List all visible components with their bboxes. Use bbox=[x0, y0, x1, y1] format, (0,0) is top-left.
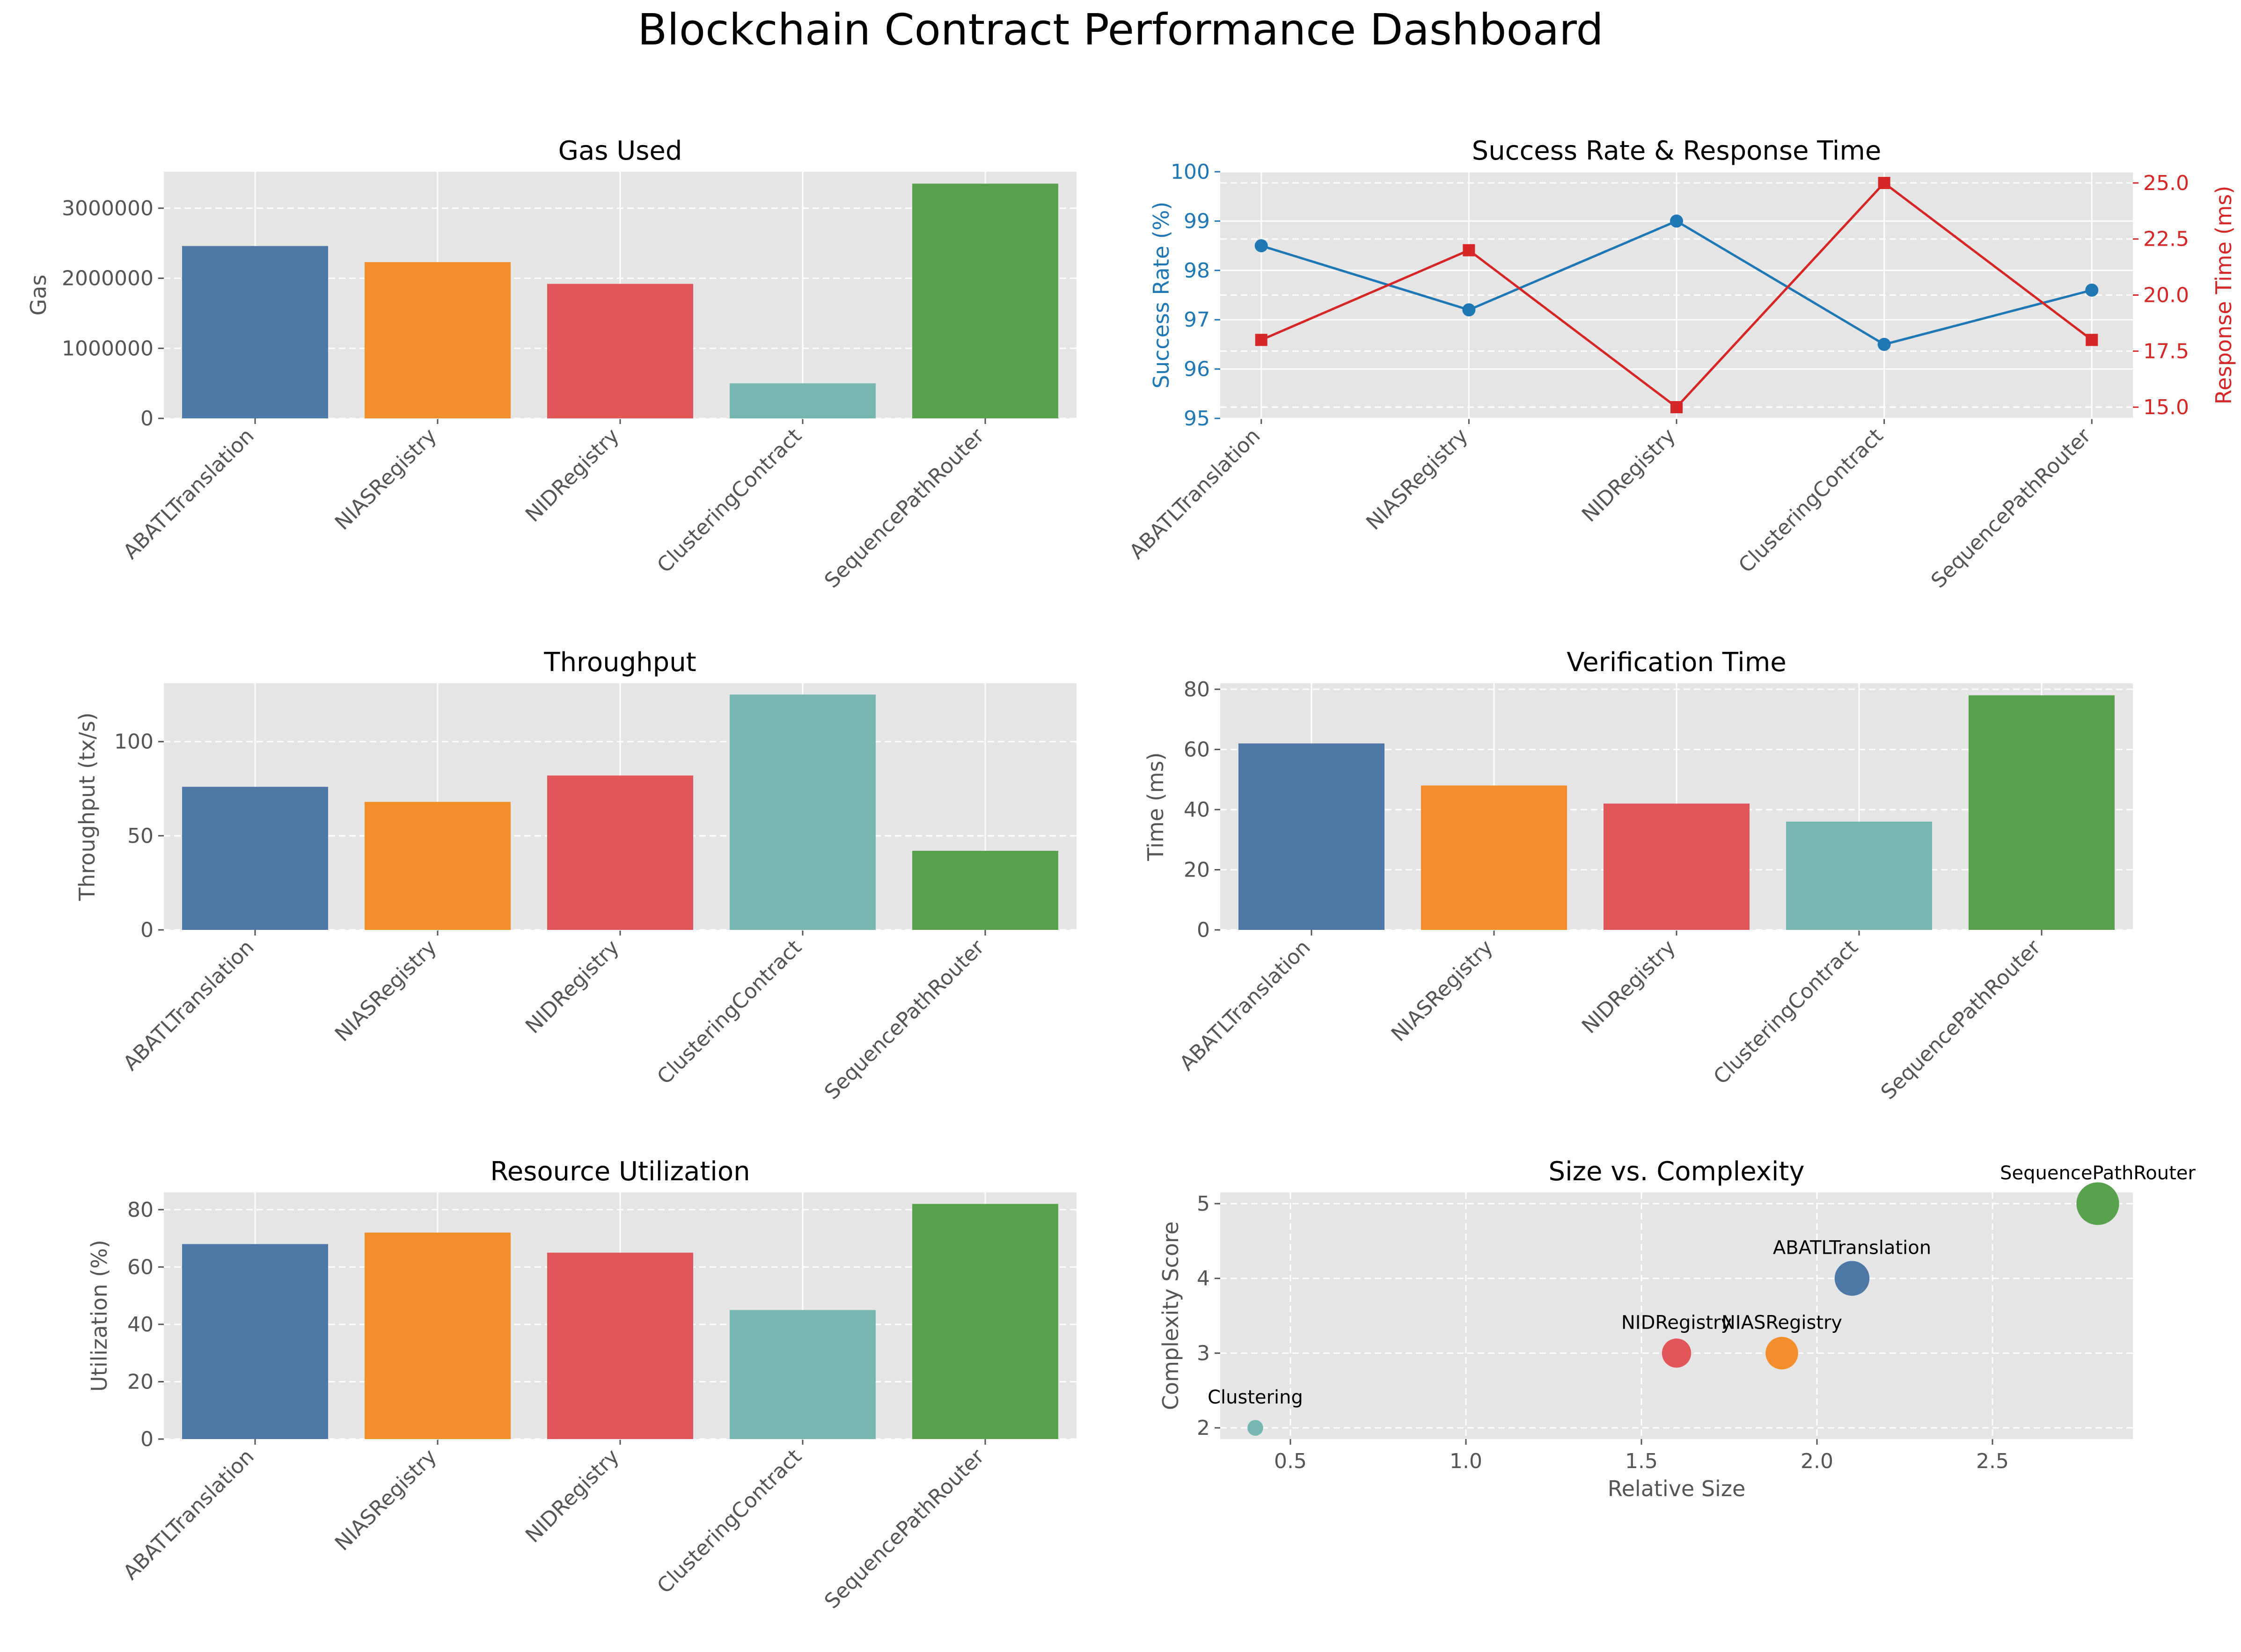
y-tick-label: 95 bbox=[1184, 407, 1210, 431]
bar bbox=[182, 787, 328, 930]
bar bbox=[1421, 785, 1567, 930]
dashboard-title: Blockchain Contract Performance Dashboar… bbox=[637, 5, 1604, 55]
y-tick-label: 40 bbox=[1184, 798, 1210, 822]
y-axis-label: Throughput (tx/s) bbox=[74, 712, 100, 901]
y-tick-label: 98 bbox=[1184, 259, 1210, 283]
y-tick-label: 0 bbox=[1197, 918, 1210, 942]
bar bbox=[1969, 695, 2115, 930]
bar bbox=[912, 183, 1058, 418]
chart-title: Size vs. Complexity bbox=[1549, 1156, 1805, 1187]
x-tick-label: 0.5 bbox=[1274, 1449, 1307, 1473]
y-tick-label: 96 bbox=[1184, 358, 1210, 381]
chart-5: Size vs. Complexity 0.5 1.0 1.5 2.0 2.5 2 3 4 5 Re… bbox=[1158, 1156, 2196, 1501]
chart-title: Success Rate & Response Time bbox=[1472, 136, 1882, 166]
y-tick-label: 60 bbox=[127, 1255, 154, 1279]
chart-title: Throughput bbox=[543, 647, 696, 678]
bar bbox=[365, 262, 511, 418]
point-annotation: NIDRegistry bbox=[1621, 1312, 1732, 1333]
point-annotation: SequencePathRouter bbox=[2000, 1162, 2196, 1184]
bar bbox=[1604, 804, 1750, 930]
y-tick-label: 100 bbox=[114, 730, 154, 754]
bar bbox=[730, 694, 876, 930]
bar bbox=[365, 1232, 511, 1439]
y-tick-label: 0 bbox=[140, 918, 154, 942]
bar bbox=[1238, 743, 1384, 930]
series-marker bbox=[1463, 244, 1475, 256]
x-tick-label: 1.5 bbox=[1625, 1449, 1658, 1473]
y2-tick-label: 25.0 bbox=[2143, 171, 2189, 195]
series-marker bbox=[1255, 334, 1267, 346]
point-annotation: Clustering bbox=[1208, 1387, 1303, 1408]
y-axis-label: Utilization (%) bbox=[87, 1240, 112, 1392]
y-tick-label: 1000000 bbox=[62, 336, 154, 360]
y-tick-label: 20 bbox=[1184, 858, 1210, 882]
y-tick-label: 0 bbox=[140, 1427, 154, 1451]
y-axis-label: Gas bbox=[26, 275, 51, 316]
bar bbox=[912, 1204, 1058, 1439]
y-tick-label: 40 bbox=[127, 1313, 154, 1337]
series-marker bbox=[1670, 401, 1683, 414]
bar bbox=[182, 246, 328, 418]
bar bbox=[1786, 821, 1932, 930]
y2-tick-label: 20.0 bbox=[2143, 284, 2189, 307]
y-tick-label: 60 bbox=[1184, 738, 1210, 761]
y2-tick-label: 22.5 bbox=[2143, 227, 2189, 251]
series-marker bbox=[1462, 303, 1476, 317]
y-tick-label: 3 bbox=[1197, 1341, 1210, 1365]
y-tick-label: 3000000 bbox=[62, 197, 154, 220]
point-annotation: ABATLTranslation bbox=[1773, 1237, 1931, 1259]
y-tick-label: 4 bbox=[1197, 1267, 1210, 1291]
scatter-point bbox=[1765, 1337, 1798, 1370]
y-tick-label: 2000000 bbox=[62, 267, 154, 291]
y-tick-label: 100 bbox=[1171, 160, 1210, 184]
y2-tick-label: 17.5 bbox=[2143, 339, 2189, 363]
y-tick-label: 5 bbox=[1197, 1192, 1210, 1216]
bar bbox=[912, 851, 1058, 930]
y2-axis-label: Response Time (ms) bbox=[2211, 186, 2236, 404]
x-tick-label: 1.0 bbox=[1450, 1449, 1482, 1473]
y-tick-label: 99 bbox=[1184, 209, 1210, 233]
bar bbox=[547, 1252, 693, 1439]
x-tick-label: 2.0 bbox=[1801, 1449, 1833, 1473]
scatter-point bbox=[1834, 1261, 1870, 1296]
y-tick-label: 20 bbox=[127, 1370, 154, 1394]
bar bbox=[730, 1310, 876, 1439]
bar bbox=[730, 383, 876, 418]
y-axis-label: Time (ms) bbox=[1143, 753, 1168, 862]
y-axis-label: Complexity Score bbox=[1158, 1221, 1183, 1410]
series-marker bbox=[1670, 214, 1683, 228]
series-marker bbox=[1877, 337, 1891, 351]
bar bbox=[547, 284, 693, 418]
x-axis-label: Relative Size bbox=[1608, 1476, 1746, 1501]
y-tick-label: 0 bbox=[140, 407, 154, 431]
scatter-point bbox=[1662, 1338, 1692, 1368]
chart-title: Gas Used bbox=[558, 136, 682, 166]
series-marker bbox=[2085, 283, 2099, 297]
scatter-point bbox=[2076, 1182, 2119, 1225]
y-tick-label: 80 bbox=[127, 1198, 154, 1222]
y2-tick-label: 15.0 bbox=[2143, 395, 2189, 419]
y-tick-label: 50 bbox=[127, 824, 154, 848]
bar bbox=[365, 802, 511, 930]
plot-area bbox=[1220, 1192, 2133, 1439]
scatter-point bbox=[1247, 1420, 1263, 1436]
chart-title: Resource Utilization bbox=[490, 1156, 750, 1187]
bar bbox=[547, 775, 693, 930]
series-marker bbox=[2086, 334, 2098, 346]
chart-title: Verification Time bbox=[1567, 647, 1787, 678]
x-tick-label: 2.5 bbox=[1976, 1449, 2009, 1473]
y-axis-label: Success Rate (%) bbox=[1149, 202, 1174, 389]
bar bbox=[182, 1244, 328, 1439]
y-tick-label: 2 bbox=[1197, 1416, 1210, 1440]
point-annotation: NIASRegistry bbox=[1721, 1312, 1842, 1333]
y-tick-label: 80 bbox=[1184, 678, 1210, 702]
y-tick-label: 97 bbox=[1184, 308, 1210, 332]
series-marker bbox=[1878, 176, 1890, 189]
series-marker bbox=[1254, 239, 1268, 253]
